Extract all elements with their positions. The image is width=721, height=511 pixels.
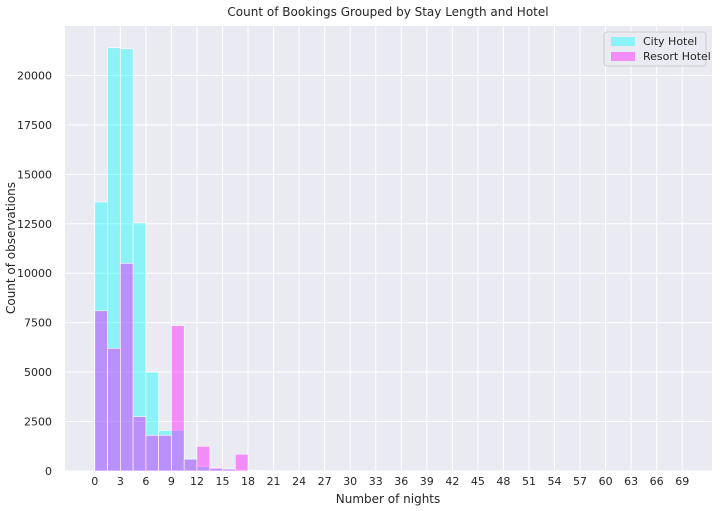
x-tick-label: 57 [573, 475, 587, 488]
x-tick-label: 42 [445, 475, 459, 488]
x-tick-label: 30 [343, 475, 357, 488]
x-tick-label: 54 [548, 475, 562, 488]
x-tick-label: 15 [215, 475, 229, 488]
x-tick-label: 51 [522, 475, 536, 488]
x-tick-labels: 0 3 6 9 12 15 18 21 24 27 30 33 36 39 42 45 48 51 54 57 60 63… [91, 475, 689, 488]
bars [94, 47, 274, 472]
x-tick-label: 18 [241, 475, 255, 488]
legend-box [603, 31, 707, 67]
x-tick-label: 0 [91, 475, 98, 488]
y-axis-title: Count of observations [4, 182, 18, 314]
y-tick-label: 2500 [24, 416, 52, 429]
y-tick-label: 10000 [17, 267, 52, 280]
x-tick-label: 60 [599, 475, 613, 488]
chart-title: Count of Bookings Grouped by Stay Length… [227, 5, 548, 19]
legend: City Hotel Resort Hotel [603, 31, 711, 67]
bar-resort-hotel [120, 263, 134, 472]
y-tick-label: 20000 [17, 69, 52, 82]
x-tick-label: 69 [675, 475, 689, 488]
plot-area [65, 26, 712, 471]
bar-resort-hotel [196, 445, 211, 472]
bar-resort-hotel [94, 310, 108, 472]
x-tick-label: 6 [142, 475, 149, 488]
grid-lines [65, 26, 712, 472]
y-tick-label: 15000 [17, 168, 52, 181]
legend-swatch-city-hotel [611, 37, 635, 46]
x-tick-label: 36 [394, 475, 408, 488]
bar-resort-hotel [183, 458, 198, 472]
y-tick-label: 0 [45, 465, 52, 478]
x-tick-label: 27 [318, 475, 332, 488]
bar-resort-hotel [145, 435, 159, 472]
x-tick-label: 45 [471, 475, 485, 488]
y-tick-label: 7500 [24, 317, 52, 330]
x-tick-label: 24 [292, 475, 306, 488]
legend-label-city-hotel: City Hotel [643, 35, 697, 48]
legend-label-resort-hotel: Resort Hotel [643, 50, 711, 63]
bar-resort-hotel [247, 470, 262, 472]
bar-resort-hotel [222, 468, 236, 472]
x-tick-label: 39 [420, 475, 434, 488]
legend-swatch-resort-hotel [611, 52, 635, 61]
x-tick-label: 48 [496, 475, 510, 488]
bar-resort-hotel [132, 416, 147, 472]
x-tick-label: 63 [624, 475, 638, 488]
x-tick-label: 33 [369, 475, 383, 488]
y-tick-label: 17500 [17, 119, 52, 132]
bar-resort-hotel [107, 348, 121, 472]
y-tick-label: 5000 [24, 366, 52, 379]
x-tick-label: 9 [168, 475, 175, 488]
bar-resort-hotel [234, 453, 249, 472]
x-axis-title: Number of nights [336, 492, 441, 506]
x-tick-label: 3 [117, 475, 124, 488]
x-tick-label: 66 [650, 475, 664, 488]
y-tick-label: 12500 [17, 218, 52, 231]
x-tick-label: 12 [190, 475, 204, 488]
x-tick-label: 21 [267, 475, 281, 488]
bar-resort-hotel [171, 325, 185, 472]
bar-resort-hotel [158, 435, 172, 472]
y-tick-labels: 0 2500 5000 7500 10000 12500 15000 17500 20000 [17, 69, 52, 478]
bar-resort-hotel [209, 467, 223, 472]
